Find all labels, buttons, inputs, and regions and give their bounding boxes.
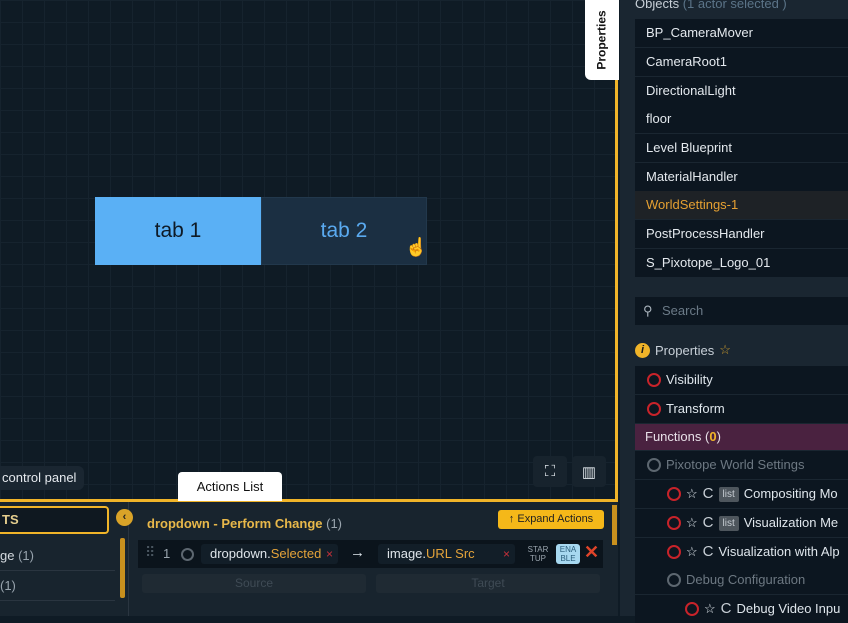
c-icon: C [720,600,732,617]
properties-title: Properties [655,342,715,358]
target-placeholder[interactable]: Target [376,574,600,593]
function-group[interactable]: Pixotope World Settings [635,451,848,479]
arrow-right-icon: → [350,544,365,561]
source-property: Selected [270,546,322,561]
c-icon: C [702,485,714,502]
row-label: Visibility [666,372,713,387]
source-placeholder[interactable]: Source [142,574,366,593]
function-item[interactable]: ☆ C Visualization with Alp [635,538,848,566]
panel-border [615,78,618,502]
ring-icon [647,458,661,472]
status-ring-icon [667,516,681,530]
search-input[interactable]: ⚲ Search [635,297,848,325]
control-panel-label[interactable]: control panel [0,466,85,490]
enable-toggle[interactable]: ENA BLE [556,544,580,564]
properties-tab[interactable]: Properties [585,0,619,80]
row-label: Visualization Me [743,515,839,530]
action-title-text: dropdown - Perform Change [147,516,323,531]
target-property: URL Src [426,546,475,561]
object-item-selected[interactable]: WorldSettings-1 [635,191,848,219]
search-placeholder: Search [662,303,704,318]
item-count: (1) [18,548,34,563]
objects-title: Objects [635,0,680,11]
star-icon[interactable]: ☆ [686,515,698,530]
star-icon[interactable]: ☆ [686,486,698,501]
status-ring-icon [667,545,681,559]
left-header[interactable]: TS [0,506,109,534]
functions-label: Functions [645,429,702,444]
map-icon[interactable]: ▥ [572,456,606,487]
status-ring-icon [667,487,681,501]
debug-group[interactable]: Debug Configuration [635,566,848,594]
target-field[interactable]: image.URL Src × [378,544,515,564]
object-item[interactable]: DirectionalLight [635,77,848,105]
object-item[interactable]: MaterialHandler [635,163,848,191]
delete-icon[interactable]: ✕ [584,542,600,562]
object-item[interactable]: S_Pixotope_Logo_01 [635,249,848,277]
status-ring-icon [647,373,661,387]
action-count: (1) [326,516,343,531]
property-transform[interactable]: Transform [635,395,848,423]
selection-count: (1 actor selected ) [682,0,787,11]
object-item[interactable]: PostProcessHandler [635,220,848,248]
tab-1[interactable]: tab 1 [95,197,261,265]
item-label: ge [0,548,15,563]
row-label: Debug Configuration [686,572,806,587]
chevron-left-icon[interactable]: ‹ [116,509,133,526]
list-badge: list [718,486,739,502]
startup-toggle[interactable]: STAR TUP [527,545,549,563]
functions-header[interactable]: Functions (0) [635,424,848,450]
row-label: Transform [666,401,725,416]
function-item[interactable]: ☆ C Debug Video Inpu [635,595,848,623]
row-label: Visualization with Alp [718,544,840,559]
list-badge: list [718,515,739,531]
clear-icon[interactable]: × [502,547,510,561]
expand-actions-button[interactable]: ↑ Expand Actions [498,510,604,529]
property-visibility[interactable]: Visibility [635,366,848,394]
actions-list-tab[interactable]: Actions List [178,472,282,501]
ring-icon [667,573,681,587]
properties-tab-label: Properties [595,10,610,70]
status-ring-icon [647,402,661,416]
left-list-item[interactable]: ge (1) [0,541,115,571]
tab-2[interactable]: tab 2 [261,197,427,265]
info-icon: i [635,342,650,358]
functions-count: 0 [709,429,717,444]
action-row: ⠿ 1 dropdown.Selected × → image.URL Src × … [138,540,603,568]
row-index: 1 [163,546,171,561]
left-list-item[interactable]: (1) [0,571,115,601]
target-object: image. [387,546,427,561]
panel-border [0,499,618,502]
drag-handle-icon[interactable]: ⠿ [145,544,156,560]
object-item[interactable]: BP_CameraMover [635,19,848,47]
star-icon[interactable]: ☆ [686,544,698,559]
star-icon[interactable]: ☆ [719,342,731,357]
c-icon: C [702,514,714,531]
scrollbar[interactable] [612,505,617,545]
focus-icon[interactable]: ⛶ [533,456,567,487]
source-object: dropdown. [210,546,271,561]
properties-header: i Properties ☆ [635,342,731,358]
hand-cursor-icon: ☝ [405,237,428,257]
scrollbar[interactable] [120,538,125,598]
search-icon: ⚲ [643,303,653,318]
row-label: Pixotope World Settings [666,457,805,472]
objects-header: Objects (1 actor selected ) [635,0,787,11]
object-item[interactable]: floor [635,105,848,133]
source-field[interactable]: dropdown.Selected × [201,544,338,564]
ring-icon[interactable] [181,548,194,561]
clear-icon[interactable]: × [325,547,333,561]
action-title: dropdown - Perform Change (1) [147,516,342,531]
row-label: Debug Video Inpu [736,601,841,616]
object-item[interactable]: Level Blueprint [635,134,848,162]
row-label: Compositing Mo [743,486,838,501]
star-icon[interactable]: ☆ [704,601,716,616]
item-count: (1) [0,578,16,593]
status-ring-icon [685,602,699,616]
c-icon: C [702,543,714,560]
object-item[interactable]: CameraRoot1 [635,48,848,76]
divider [128,502,129,616]
